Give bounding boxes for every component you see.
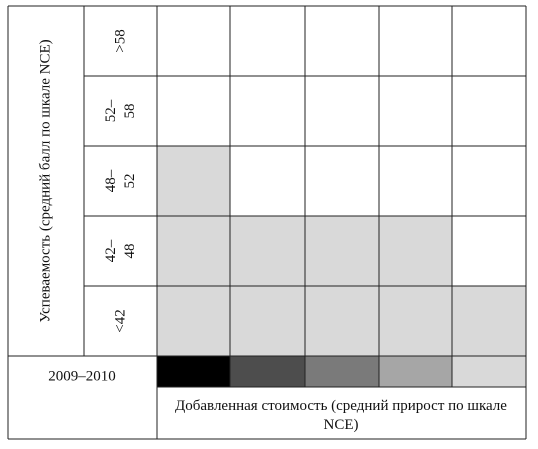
cell	[379, 6, 452, 76]
cell	[305, 286, 379, 356]
scale-swatch	[379, 356, 452, 387]
cell	[230, 76, 305, 146]
cell	[157, 6, 230, 76]
cell	[452, 286, 526, 356]
scale-swatch	[230, 356, 305, 387]
cell	[157, 76, 230, 146]
row-label: <42	[112, 309, 128, 333]
cell	[379, 216, 452, 286]
row-label: 42–48	[102, 239, 138, 263]
row-label: >58	[112, 29, 128, 53]
cell	[230, 216, 305, 286]
cell	[230, 286, 305, 356]
cell	[452, 216, 526, 286]
y-axis-label: Успеваемость (средний балл по шкале NCE)	[37, 39, 54, 323]
scale-swatch	[452, 356, 526, 387]
cell	[452, 76, 526, 146]
cell	[157, 216, 230, 286]
cell	[379, 76, 452, 146]
cell	[452, 146, 526, 216]
scale-swatch	[305, 356, 379, 387]
cell	[157, 286, 230, 356]
cell	[305, 6, 379, 76]
cell	[305, 216, 379, 286]
row-label: 48–52	[102, 169, 138, 193]
cell	[230, 6, 305, 76]
year-label: 2009–2010	[48, 368, 116, 385]
cell	[230, 146, 305, 216]
cell	[157, 146, 230, 216]
cell	[305, 146, 379, 216]
scale-swatch	[157, 356, 230, 387]
row-label: 52–58	[102, 99, 138, 123]
cell	[379, 146, 452, 216]
cell	[305, 76, 379, 146]
cell	[379, 286, 452, 356]
x-axis-label: Добавленная стоимость (средний прирост п…	[175, 398, 507, 433]
cell	[452, 6, 526, 76]
